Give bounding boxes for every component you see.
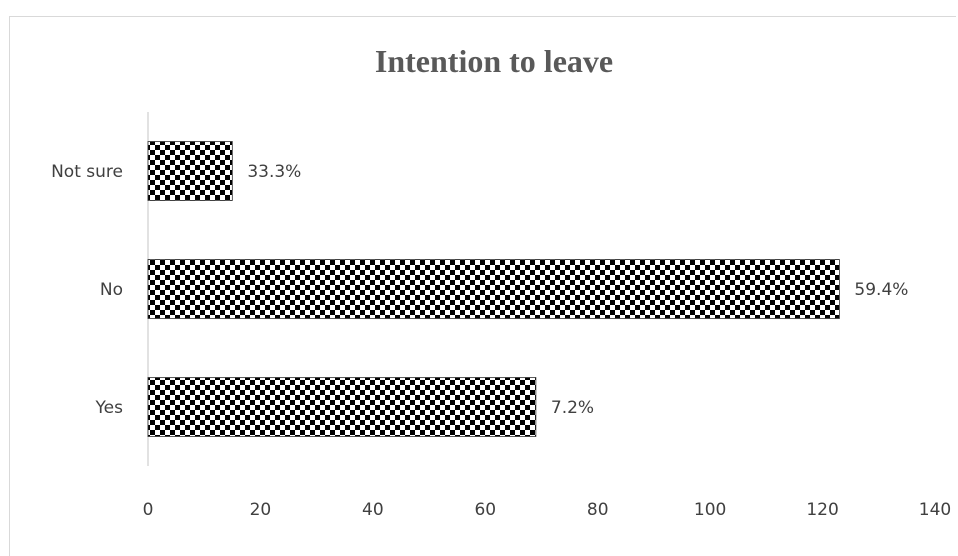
data-label: 59.4% [854,280,908,300]
data-label: 7.2% [551,398,594,418]
bar-yes [147,377,537,437]
x-tick-label: 20 [250,500,272,520]
chart-frame [9,16,956,556]
category-label: No [100,280,123,300]
x-tick-label: 40 [362,500,384,520]
chart-title: Intention to leave [375,43,613,79]
category-label: Yes [95,398,124,418]
data-label: 33.3% [247,162,301,182]
x-tick-label: 0 [143,500,154,520]
x-tick-label: 120 [806,500,838,520]
category-label: Not sure [51,162,123,182]
x-tick-label: 60 [474,500,496,520]
bar-chart: Intention to leave Yes 7.2% No 59.4% Not sur… [51,43,951,520]
x-tick-label: 100 [694,500,726,520]
bar-no [147,259,840,319]
x-tick-label: 140 [919,500,951,520]
x-tick-label: 80 [587,500,609,520]
bar-not-sure [147,141,233,201]
